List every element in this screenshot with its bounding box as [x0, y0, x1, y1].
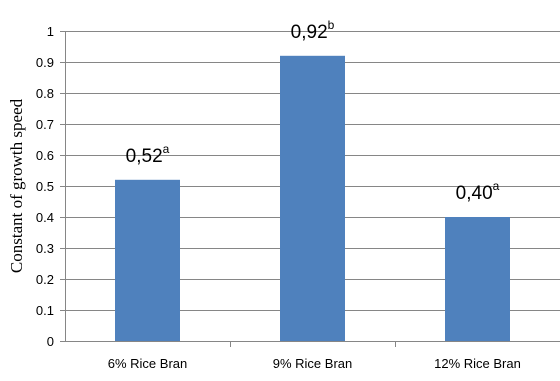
data-label-value: 0,92: [291, 22, 328, 43]
data-label-value: 0,40: [456, 183, 493, 204]
y-tick-label: 0.6: [36, 148, 54, 163]
bar: [280, 55, 345, 342]
y-tick-label: 0.5: [36, 179, 54, 194]
axes: [60, 31, 560, 347]
bar: [445, 217, 510, 341]
y-tick-label: 1: [47, 24, 54, 39]
data-label-superscript: a: [163, 142, 170, 156]
x-tick-label: 6% Rice Bran: [108, 356, 187, 371]
bar: [115, 179, 180, 341]
x-tick-label: 9% Rice Bran: [273, 356, 352, 371]
data-label-superscript: b: [328, 18, 335, 32]
y-tick-labels: 0 0.1 0.2 0.3 0.4 0.5 0.6 0.7 0.8 0.9 1: [36, 24, 54, 349]
data-label-superscript: a: [493, 179, 500, 193]
x-tick-labels: 6% Rice Bran 9% Rice Bran 12% Rice Bran: [108, 356, 521, 371]
bars: [115, 55, 510, 342]
data-label: 0,52a: [126, 142, 170, 167]
y-axis-label: Constant of growth speed: [7, 98, 26, 273]
y-tick-label: 0.1: [36, 303, 54, 318]
y-tick-label: 0.8: [36, 86, 54, 101]
data-label-value: 0,52: [126, 146, 163, 167]
y-tick-label: 0.4: [36, 210, 54, 225]
data-label: 0,92b: [291, 18, 335, 43]
y-tick-label: 0.3: [36, 241, 54, 256]
x-tick-label: 12% Rice Bran: [434, 356, 521, 371]
y-tick-label: 0.2: [36, 272, 54, 287]
data-label: 0,40a: [456, 179, 500, 204]
y-tick-label: 0: [47, 334, 54, 349]
y-tick-label: 0.7: [36, 117, 54, 132]
y-tick-label: 0.9: [36, 55, 54, 70]
